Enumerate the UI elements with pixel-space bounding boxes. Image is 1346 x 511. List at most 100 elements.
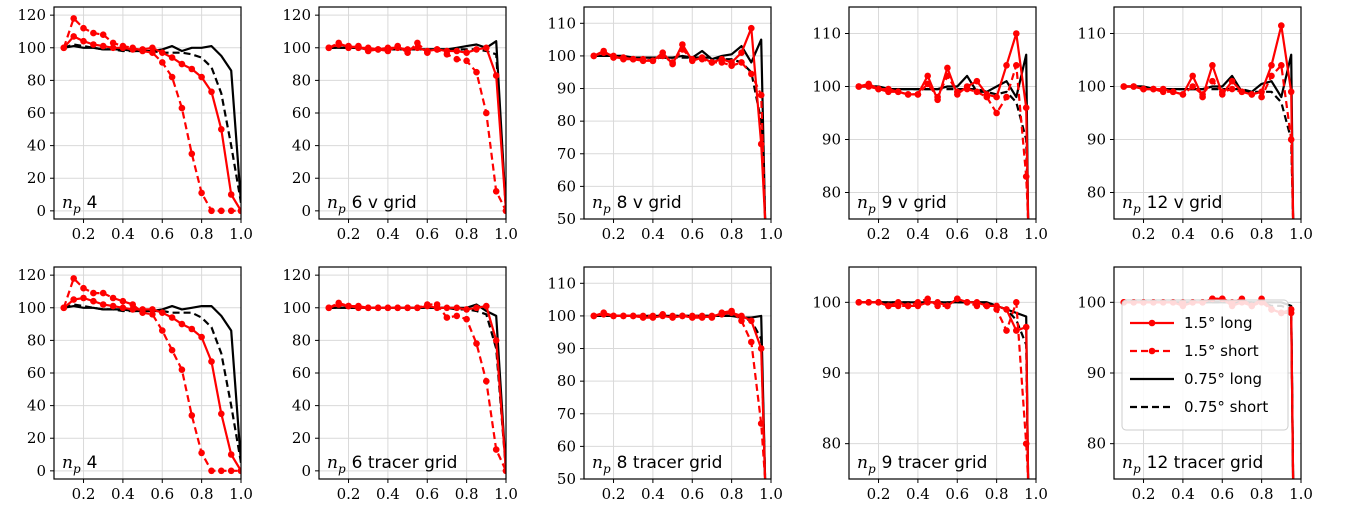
data-point-r-long	[1228, 77, 1236, 85]
chart-panel-7: 0.2 0.4 0.6 0.8 1.0 0 20 40 60 80 100 120 np 6 tracer…	[282, 266, 518, 503]
data-point-r-long	[335, 301, 343, 308]
data-point-r-long	[718, 55, 726, 63]
data-point-r-long	[198, 333, 205, 341]
y-tick-label: 0	[301, 202, 311, 220]
data-point-r-long	[1013, 327, 1020, 334]
data-point-r-short	[738, 59, 745, 66]
data-point-r-short	[1013, 299, 1020, 306]
data-point-r-long	[649, 57, 657, 65]
panel-label-subscript: p	[603, 202, 611, 216]
data-point-r-short	[1013, 62, 1020, 69]
panel-label-text: 9 tracer grid	[882, 453, 988, 473]
panel-label: np 9 v grid	[857, 193, 947, 216]
axes-frame	[1113, 6, 1302, 220]
y-tick-label: 90	[822, 131, 841, 149]
data-point-r-long	[757, 345, 765, 352]
data-point-r-long	[188, 325, 196, 333]
y-tick-label: 120	[17, 266, 46, 284]
data-point-r-long	[1022, 323, 1030, 331]
y-tick-label: 70	[557, 145, 576, 163]
data-point-r-long	[855, 83, 863, 90]
data-point-r-long	[119, 44, 127, 52]
data-point-r-short	[1189, 83, 1196, 90]
data-point-r-long	[1258, 88, 1265, 96]
series-line-k-short	[328, 306, 506, 471]
axes-frame	[848, 6, 1037, 220]
data-point-r-long	[894, 88, 902, 96]
data-point-r-long	[463, 306, 470, 313]
data-point-r-long	[669, 314, 676, 321]
data-point-r-short	[227, 467, 235, 475]
panel-label-var: n	[1122, 193, 1133, 213]
data-point-r-long	[345, 42, 352, 50]
data-point-r-long	[70, 33, 77, 40]
data-point-r-long	[689, 57, 696, 65]
data-point-r-long	[708, 312, 716, 320]
y-tick-label: 100	[812, 293, 841, 311]
y-tick-label: 60	[292, 364, 311, 382]
y-tick-label: 0	[301, 462, 311, 480]
y-tick-label: 100	[17, 299, 46, 317]
data-point-r-long	[610, 54, 617, 61]
data-point-r-long	[875, 85, 882, 93]
axes-frame	[848, 266, 1037, 480]
data-point-r-long	[178, 60, 186, 68]
data-point-r-long	[679, 312, 686, 320]
data-point-r-long	[738, 49, 745, 56]
y-tick-label: 80	[27, 331, 46, 349]
data-point-r-long	[1003, 306, 1010, 313]
series-line-r-long	[63, 296, 241, 472]
panel-label-subscript: p	[73, 462, 81, 476]
series-line-r-long	[62, 35, 241, 212]
data-point-r-long	[502, 467, 506, 475]
x-tick-label: 0.2	[337, 225, 361, 243]
data-point-r-short	[70, 275, 77, 282]
data-point-r-long	[659, 312, 666, 320]
data-point-r-long	[325, 44, 333, 52]
data-point-r-long	[904, 91, 912, 98]
data-point-r-long	[1287, 88, 1295, 96]
axes-frame	[53, 6, 242, 220]
data-point-r-short	[119, 297, 127, 305]
chart-panel-5: 0.2 0.4 0.6 0.8 1.0 80 90 100 110 np 12 v grid	[1077, 6, 1313, 243]
x-tick-label: 0.8	[985, 225, 1009, 243]
x-tick-label: 1.0	[1289, 485, 1313, 503]
panel-label-subscript: p	[868, 202, 876, 216]
x-tick-label: 1.0	[494, 485, 518, 503]
panel-label-text: 6 tracer grid	[352, 453, 458, 473]
data-point-r-short	[188, 150, 196, 158]
y-tick-label: 60	[27, 104, 46, 122]
y-tick-label: 40	[292, 397, 311, 415]
panel-label-subscript: p	[603, 462, 611, 476]
series-line-r-short	[328, 41, 506, 212]
data-point-r-short	[1003, 93, 1010, 101]
y-tick-label: 50	[557, 210, 576, 228]
axes-frame	[318, 266, 507, 480]
data-point-r-long	[934, 96, 941, 104]
x-tick-label: 0.2	[337, 485, 361, 503]
x-tick-label: 0.2	[602, 485, 626, 503]
data-point-r-long	[129, 306, 136, 313]
data-point-r-short	[473, 68, 480, 76]
data-point-r-long	[885, 302, 892, 310]
x-tick-label: 1.0	[759, 485, 783, 503]
x-tick-label: 0.4	[906, 225, 930, 243]
panel-label-var: n	[62, 453, 73, 473]
data-point-r-long	[620, 54, 627, 61]
axes-frame	[583, 266, 772, 480]
data-point-r-short	[90, 289, 97, 297]
data-point-r-short	[483, 377, 490, 385]
x-tick-label: 0.2	[867, 485, 891, 503]
y-tick-label: 100	[282, 299, 311, 317]
data-point-r-long	[90, 41, 97, 48]
data-point-r-long	[708, 59, 716, 66]
series-line-r-short	[328, 301, 506, 472]
data-point-r-long	[149, 44, 156, 52]
data-point-r-long	[335, 41, 343, 48]
x-tick-label: 0.8	[720, 225, 744, 243]
panel-label: np 4	[62, 193, 97, 216]
data-point-r-long	[1130, 83, 1137, 90]
panel-label: np 12 tracer grid	[1122, 453, 1263, 476]
panel-label-var: n	[327, 193, 338, 213]
data-point-r-long	[689, 314, 696, 321]
